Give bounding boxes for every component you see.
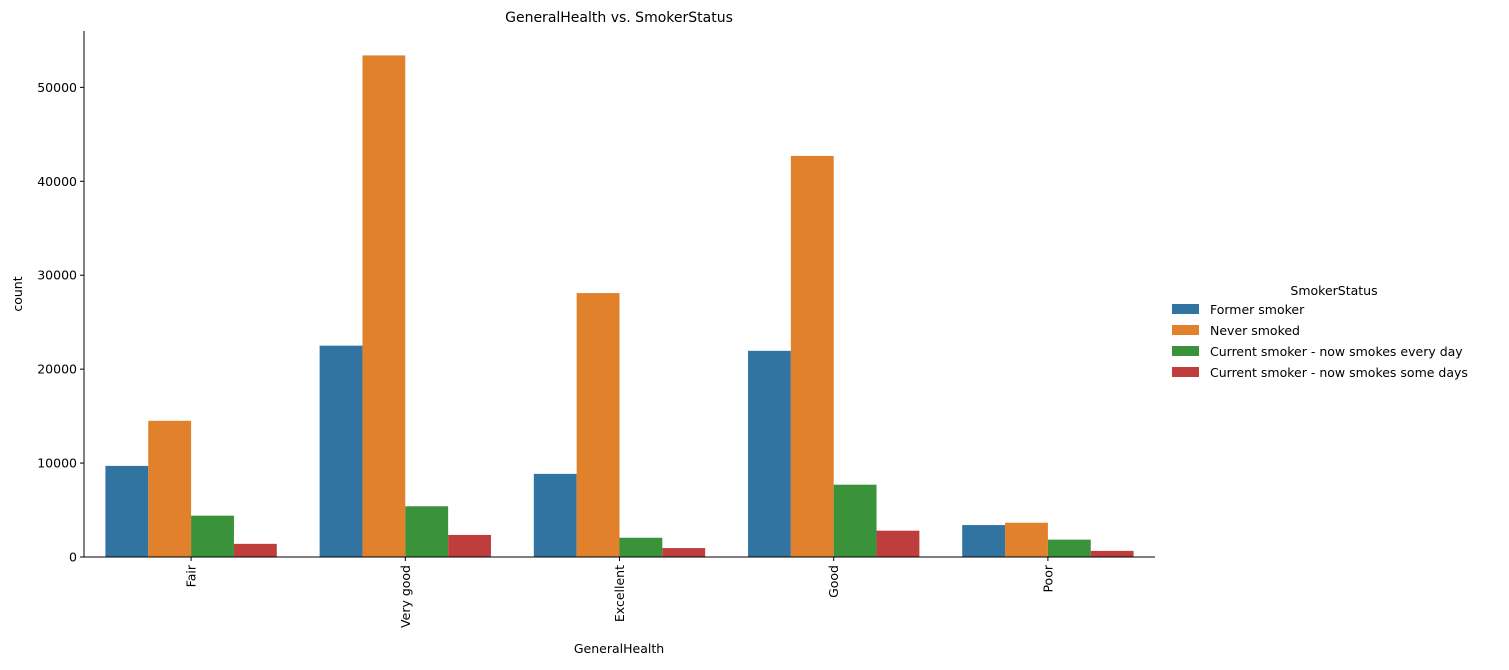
x-ticks: Fair Very good Excellent Good Poor: [184, 557, 1055, 628]
bar-very-good-never-smoked: [362, 55, 406, 558]
chart-title: GeneralHealth vs. SmokerStatus: [505, 10, 733, 26]
legend-label: Current smoker - now smokes some days: [1210, 365, 1468, 380]
x-tick-label: Poor: [1040, 564, 1055, 592]
bar-good-current-smoker-now-smokes-every-day: [833, 484, 877, 557]
legend-label: Current smoker - now smokes every day: [1210, 344, 1463, 359]
bar-excellent-current-smoker-now-smokes-some-days: [662, 548, 706, 557]
legend-label: Former smoker: [1210, 302, 1305, 317]
y-tick-label: 30000: [37, 268, 77, 283]
legend-label: Never smoked: [1210, 323, 1300, 338]
bar-excellent-current-smoker-now-smokes-every-day: [619, 537, 663, 557]
legend-title: SmokerStatus: [1290, 283, 1377, 298]
y-ticks: 0 10000 20000 30000 40000 50000: [37, 80, 84, 565]
x-tick-label: Very good: [398, 565, 413, 628]
bar-fair-current-smoker-now-smokes-some-days: [233, 543, 277, 557]
bar-poor-former-smoker: [962, 525, 1006, 557]
bar-very-good-former-smoker: [319, 345, 363, 557]
x-tick-label: Fair: [184, 564, 199, 587]
legend-swatch: [1172, 325, 1199, 335]
legend: SmokerStatus Former smoker Never smoked Cu…: [1172, 283, 1468, 380]
y-tick-label: 10000: [37, 456, 77, 471]
y-tick-label: 20000: [37, 362, 77, 377]
y-tick-label: 40000: [37, 174, 77, 189]
legend-swatch: [1172, 346, 1199, 356]
y-tick-label: 50000: [37, 80, 77, 95]
bar-excellent-former-smoker: [533, 473, 577, 557]
bar-fair-former-smoker: [105, 465, 149, 557]
y-tick-label: 0: [69, 550, 77, 565]
y-axis-label: count: [10, 276, 25, 311]
x-tick-label: Good: [826, 565, 841, 598]
bar-good-current-smoker-now-smokes-some-days: [876, 530, 920, 557]
bar-good-never-smoked: [790, 155, 834, 557]
bar-very-good-current-smoker-now-smokes-every-day: [405, 506, 449, 557]
bar-poor-current-smoker-now-smokes-every-day: [1047, 539, 1091, 557]
x-axis-label: GeneralHealth: [574, 641, 664, 656]
bar-fair-never-smoked: [148, 420, 192, 557]
bar-poor-current-smoker-now-smokes-some-days: [1090, 550, 1134, 557]
bar-poor-never-smoked: [1005, 522, 1048, 557]
x-tick-label: Excellent: [612, 565, 627, 622]
bar-fair-current-smoker-now-smokes-every-day: [191, 515, 234, 557]
legend-swatch: [1172, 304, 1199, 314]
bar-good-former-smoker: [748, 350, 791, 557]
bars-layer: [105, 55, 1134, 558]
legend-swatch: [1172, 367, 1199, 377]
bar-excellent-never-smoked: [576, 293, 620, 557]
bar-very-good-current-smoker-now-smokes-some-days: [448, 534, 491, 557]
